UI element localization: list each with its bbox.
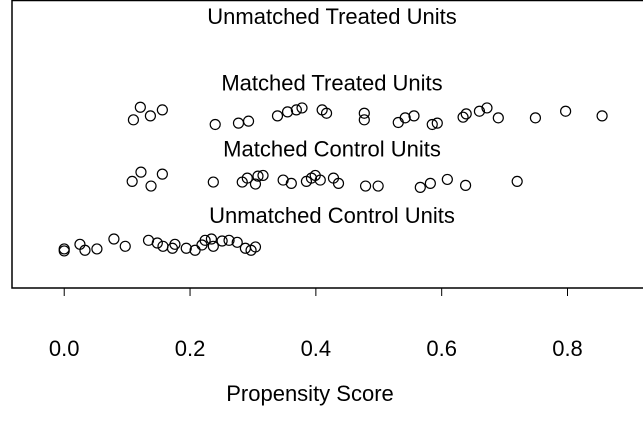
group-label: Unmatched Treated Units xyxy=(207,4,456,29)
point xyxy=(207,240,219,252)
point xyxy=(156,104,168,116)
point xyxy=(358,114,370,126)
point xyxy=(91,243,103,255)
point xyxy=(257,169,269,182)
x-tick-label: 0.4 xyxy=(301,336,332,361)
point xyxy=(216,235,228,247)
point xyxy=(135,166,147,178)
point xyxy=(58,245,70,257)
point xyxy=(126,175,138,188)
point xyxy=(144,110,157,122)
point xyxy=(511,175,523,188)
point xyxy=(271,110,284,122)
point xyxy=(332,177,345,189)
point xyxy=(426,118,438,131)
point xyxy=(441,173,453,186)
point xyxy=(431,117,443,129)
point xyxy=(296,102,308,114)
point xyxy=(180,242,192,254)
point xyxy=(249,241,262,253)
point xyxy=(460,108,472,120)
point xyxy=(108,233,120,245)
point xyxy=(119,240,131,252)
point xyxy=(209,118,221,131)
point xyxy=(290,104,302,116)
point xyxy=(231,236,243,248)
point xyxy=(207,176,219,188)
point xyxy=(169,238,181,250)
plot-box xyxy=(11,0,643,289)
point xyxy=(79,244,91,256)
point xyxy=(145,180,157,192)
point xyxy=(232,117,245,129)
point xyxy=(399,112,411,124)
point xyxy=(199,234,211,246)
point xyxy=(408,110,420,122)
point xyxy=(134,101,146,113)
group-label: Unmatched Control Units xyxy=(209,203,455,228)
point xyxy=(127,114,140,126)
point xyxy=(560,105,572,117)
point xyxy=(473,105,486,117)
group-label: Matched Control Units xyxy=(223,137,441,162)
point xyxy=(492,112,504,124)
point xyxy=(314,174,326,186)
point xyxy=(372,180,384,192)
point xyxy=(239,242,252,254)
point xyxy=(320,107,333,119)
point xyxy=(189,244,201,256)
point xyxy=(392,116,404,129)
point xyxy=(596,110,608,122)
point xyxy=(457,111,469,123)
x-tick-label: 0.6 xyxy=(426,336,457,361)
point xyxy=(242,115,255,127)
x-tick-label: 0.8 xyxy=(552,336,583,361)
point xyxy=(358,107,370,119)
point xyxy=(157,240,169,252)
point xyxy=(74,238,86,250)
point xyxy=(281,106,294,118)
point xyxy=(252,170,264,182)
x-axis-label: Propensity Score xyxy=(226,381,394,406)
point xyxy=(424,177,436,189)
point xyxy=(156,168,168,180)
point xyxy=(249,178,262,190)
x-tick-label: 0.0 xyxy=(49,336,80,361)
point xyxy=(481,102,493,114)
group-label: Matched Treated Units xyxy=(221,70,442,95)
point xyxy=(459,179,472,191)
point xyxy=(529,112,542,124)
point xyxy=(151,237,163,249)
point xyxy=(205,233,218,245)
point xyxy=(241,172,253,184)
point xyxy=(414,181,426,193)
point xyxy=(359,180,372,192)
x-tick-label: 0.2 xyxy=(175,336,206,361)
point xyxy=(223,234,235,246)
point xyxy=(285,177,297,189)
